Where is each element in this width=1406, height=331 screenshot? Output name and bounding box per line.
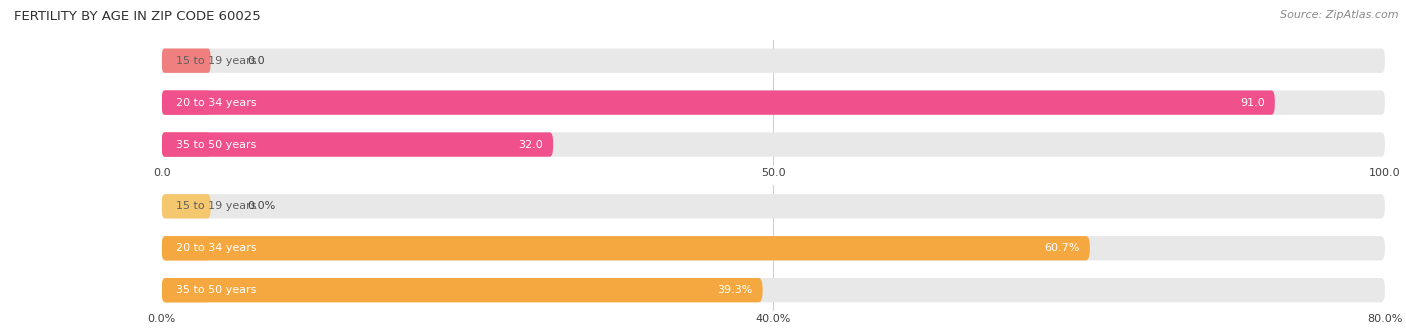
- Text: 91.0: 91.0: [1240, 98, 1265, 108]
- FancyBboxPatch shape: [162, 194, 211, 218]
- FancyBboxPatch shape: [162, 90, 1385, 115]
- Text: 15 to 19 years: 15 to 19 years: [176, 201, 257, 211]
- FancyBboxPatch shape: [162, 132, 211, 157]
- FancyBboxPatch shape: [162, 49, 211, 73]
- Text: 0.0: 0.0: [247, 56, 264, 66]
- Text: 0.0%: 0.0%: [247, 201, 276, 211]
- FancyBboxPatch shape: [162, 132, 1385, 157]
- Text: 32.0: 32.0: [519, 140, 543, 150]
- Text: 35 to 50 years: 35 to 50 years: [176, 140, 257, 150]
- Text: 20 to 34 years: 20 to 34 years: [176, 98, 257, 108]
- FancyBboxPatch shape: [162, 236, 211, 260]
- Text: 39.3%: 39.3%: [717, 285, 752, 295]
- FancyBboxPatch shape: [162, 194, 1385, 218]
- FancyBboxPatch shape: [162, 132, 553, 157]
- FancyBboxPatch shape: [162, 90, 1275, 115]
- Text: 60.7%: 60.7%: [1045, 243, 1080, 253]
- Text: Source: ZipAtlas.com: Source: ZipAtlas.com: [1281, 10, 1399, 20]
- FancyBboxPatch shape: [162, 236, 1385, 260]
- FancyBboxPatch shape: [162, 278, 762, 302]
- FancyBboxPatch shape: [162, 278, 211, 302]
- Text: FERTILITY BY AGE IN ZIP CODE 60025: FERTILITY BY AGE IN ZIP CODE 60025: [14, 10, 260, 23]
- Text: 35 to 50 years: 35 to 50 years: [176, 285, 257, 295]
- FancyBboxPatch shape: [162, 49, 1385, 73]
- Text: 15 to 19 years: 15 to 19 years: [176, 56, 257, 66]
- FancyBboxPatch shape: [162, 278, 1385, 302]
- FancyBboxPatch shape: [162, 90, 211, 115]
- Text: 20 to 34 years: 20 to 34 years: [176, 243, 257, 253]
- FancyBboxPatch shape: [162, 236, 1090, 260]
